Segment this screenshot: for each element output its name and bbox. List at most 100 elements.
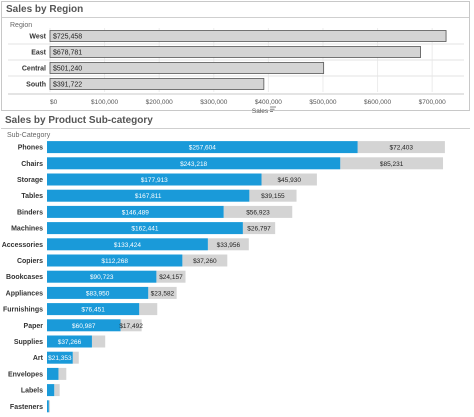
subcategory-chart-title: Sales by Product Sub-category	[5, 115, 153, 126]
subcategory-label: Tables	[21, 193, 43, 200]
subcategory-bar-secondary	[182, 254, 228, 267]
subcategory-primary-value-label: $257,604	[189, 145, 216, 152]
region-title-divider	[2, 17, 469, 18]
subcategory-bar-secondary	[261, 173, 317, 186]
subcategory-primary-value-label: $90,723	[90, 274, 114, 281]
region-bar	[49, 30, 447, 42]
subcategory-bar-primary	[47, 205, 224, 218]
subcategory-label: Copiers	[17, 258, 43, 265]
subcategory-secondary-value-label: $33,956	[217, 242, 241, 249]
subcategory-primary-value-label: $83,950	[86, 290, 110, 297]
subcategory-bar-primary	[47, 319, 121, 332]
subcategory-primary-value-label: $146,489	[122, 209, 149, 216]
subcategory-label: Chairs	[21, 161, 43, 168]
region-bar	[49, 78, 265, 90]
region-value-label: $725,458	[53, 34, 82, 41]
region-axis-header: Region	[10, 22, 32, 29]
subcategory-label: Machines	[11, 226, 43, 233]
subcategory-bar-chart: Sub-Category Phones $257,604 $72,403 Chairs $…	[2, 132, 445, 413]
subcategory-secondary-value-label: $45,930	[277, 177, 301, 184]
subcategory-secondary-value-label: $24,157	[159, 274, 183, 281]
region-chart-panel: Sales by Region Region West $725,458 East $6…	[1, 1, 470, 115]
subcategory-primary-value-label: $60,987	[72, 323, 96, 330]
subcategory-bar-primary	[47, 270, 157, 283]
region-value-label: $678,781	[53, 50, 82, 57]
subcategory-bar-secondary	[207, 238, 249, 251]
subcategory-primary-value-label: $37,266	[58, 339, 82, 346]
region-category-label: East	[31, 50, 46, 57]
subcategory-label: Art	[33, 355, 44, 362]
subcategory-bar-primary	[47, 189, 250, 202]
subcategory-secondary-value-label: $85,231	[380, 161, 404, 168]
region-category-label: Central	[22, 66, 46, 73]
subcategory-bar-secondary	[249, 189, 297, 202]
region-category-label: West	[29, 34, 46, 41]
region-x-tick-label: $300,000	[200, 99, 227, 106]
subcategory-label: Bookcases	[6, 274, 43, 281]
subcategory-bar-primary	[47, 351, 73, 364]
region-bar	[49, 62, 325, 74]
subcategory-primary-value-label: $112,268	[101, 258, 128, 265]
subcategory-bar-primary	[47, 254, 183, 267]
subcategory-secondary-value-label: $37,260	[193, 258, 217, 265]
subcategory-bar-secondary	[48, 400, 51, 413]
subcategory-label: Phones	[18, 145, 43, 152]
region-x-tick-label: $0	[50, 99, 58, 106]
subcategory-primary-value-label: $177,913	[141, 177, 168, 184]
subcategory-bar-secondary	[223, 205, 293, 218]
subcategory-bar-secondary	[72, 351, 79, 364]
subcategory-bar-secondary	[58, 367, 67, 380]
subcategory-bar-primary	[47, 222, 243, 235]
subcategory-primary-value-label: $162,441	[131, 226, 158, 233]
subcategory-bar-primary	[47, 173, 262, 186]
region-bar	[49, 46, 421, 58]
subcategory-primary-value-label: $243,218	[180, 161, 207, 168]
subcategory-bar-primary	[47, 141, 358, 154]
subcategory-title-divider	[1, 128, 470, 129]
subcategory-bar-primary	[47, 303, 140, 316]
region-x-tick-label: $700,000	[419, 99, 446, 106]
region-x-tick-label: $100,000	[91, 99, 118, 106]
subcategory-bar-primary	[47, 384, 55, 397]
subcategory-bar-primary	[47, 400, 49, 413]
subcategory-bar-primary	[47, 335, 92, 348]
subcategory-label: Supplies	[14, 339, 43, 346]
subcategory-label: Binders	[17, 209, 43, 216]
region-x-tick-label: $500,000	[309, 99, 336, 106]
subcategory-label: Furnishings	[3, 307, 43, 314]
subcategory-label: Labels	[21, 388, 43, 395]
subcategory-label: Appliances	[6, 290, 43, 297]
subcategory-label: Accessories	[2, 242, 43, 249]
subcategory-secondary-value-label: $23,582	[151, 290, 175, 297]
subcategory-label: Paper	[24, 323, 44, 330]
region-chart-title: Sales by Region	[6, 4, 84, 15]
subcategory-bar-secondary	[139, 303, 158, 316]
region-value-label: $501,240	[53, 66, 82, 73]
subcategory-primary-value-label: $133,424	[114, 242, 141, 249]
region-x-tick-label: $600,000	[364, 99, 391, 106]
subcategory-bar-secondary	[54, 384, 60, 397]
subcategory-bar-secondary	[120, 319, 142, 332]
subcategory-primary-value-label: $167,811	[135, 193, 162, 200]
region-x-axis-title: Sales	[252, 108, 269, 115]
subcategory-bar-secondary	[156, 270, 186, 283]
subcategory-bar-primary	[47, 238, 208, 251]
subcategory-label: Fasteners	[10, 404, 43, 411]
subcategory-chart-panel: Sales by Product Sub-category Sub-Catego…	[1, 113, 470, 416]
subcategory-secondary-value-label: $72,403	[389, 145, 413, 152]
subcategory-label: Storage	[17, 177, 43, 184]
subcategory-bar-secondary	[357, 141, 445, 154]
subcategory-primary-value-label: $76,451	[81, 307, 105, 314]
subcategory-bar-primary	[47, 157, 341, 170]
subcategory-primary-value-label: $21,353	[48, 355, 72, 362]
subcategory-secondary-value-label: $39,155	[261, 193, 285, 200]
region-x-tick-label: $400,000	[255, 99, 282, 106]
subcategory-bar-secondary	[91, 335, 106, 348]
region-category-label: South	[26, 82, 46, 89]
region-value-label: $391,722	[53, 82, 82, 89]
subcategory-bar-primary	[47, 286, 149, 299]
subcategory-label: Envelopes	[8, 371, 43, 378]
subcategory-axis-header: Sub-Category	[7, 132, 51, 139]
subcategory-bar-secondary	[340, 157, 444, 170]
subcategory-secondary-value-label: $17,492	[119, 323, 143, 330]
